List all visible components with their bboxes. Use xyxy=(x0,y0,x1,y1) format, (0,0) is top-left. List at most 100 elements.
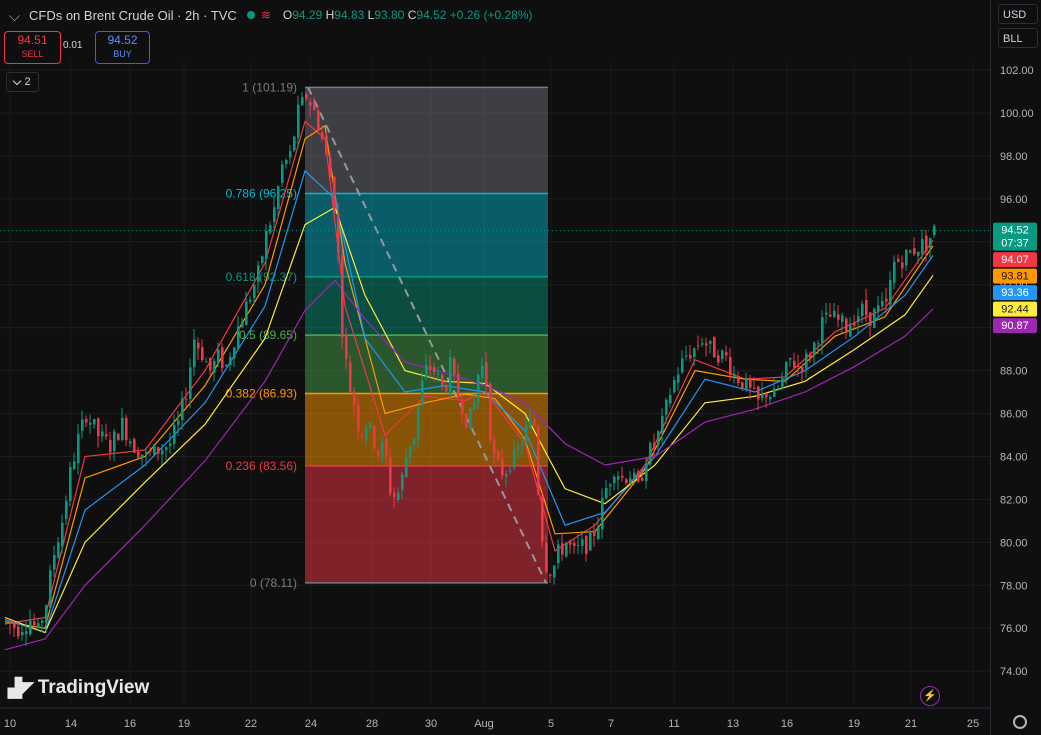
candle-body xyxy=(349,362,352,393)
fib-level-label: 0.5 (89.65) xyxy=(239,328,297,342)
candle-body xyxy=(837,314,840,320)
price-tag xyxy=(993,318,1037,334)
candle-body xyxy=(473,401,476,410)
candle-body xyxy=(357,404,360,432)
x-tick-label: 16 xyxy=(124,718,136,730)
candle-body xyxy=(337,214,340,253)
candle-body xyxy=(913,248,916,255)
candle-body xyxy=(529,418,532,428)
candle-body xyxy=(625,479,628,484)
candle-body xyxy=(397,492,400,501)
symbol-title[interactable]: CFDs on Brent Crude Oil · 2h · TVC xyxy=(29,7,237,23)
candle-body xyxy=(757,386,760,400)
sell-price: 94.51 xyxy=(17,33,48,47)
candle-body xyxy=(569,541,572,545)
candle-body xyxy=(457,373,460,399)
brand-name: TradingView xyxy=(37,677,150,698)
x-tick-label: 28 xyxy=(366,718,378,730)
y-tick-label: 76.00 xyxy=(1000,623,1028,635)
candle-body xyxy=(493,440,496,456)
candle-body xyxy=(629,478,632,484)
grid xyxy=(0,60,990,705)
currency-select[interactable]: USD xyxy=(998,4,1038,24)
candle-body xyxy=(109,440,112,453)
chevron-down-icon[interactable] xyxy=(8,9,21,21)
candle-body xyxy=(817,343,820,345)
candle-body xyxy=(409,446,412,459)
candle-body xyxy=(257,265,260,282)
candle-body xyxy=(453,358,456,375)
candle-body xyxy=(29,620,32,635)
price-axis-panel[interactable] xyxy=(990,0,1041,735)
candle-body xyxy=(481,365,484,379)
x-tick-label: 21 xyxy=(905,718,917,730)
tradingview-mark-icon: ▟◤ xyxy=(8,677,34,698)
buy-button[interactable]: 94.52 BUY xyxy=(95,31,150,64)
y-tick-label: 102.00 xyxy=(1000,65,1034,77)
candle-body xyxy=(225,364,228,366)
sell-label: SELL xyxy=(21,49,44,59)
candle-body xyxy=(829,314,832,317)
x-tick-label: 24 xyxy=(305,718,317,730)
y-tick-label: 86.00 xyxy=(1000,409,1028,421)
candle-body xyxy=(597,526,600,539)
indicators-toggle[interactable]: 2 xyxy=(6,72,39,92)
unit-select[interactable]: BLL xyxy=(998,28,1038,48)
candle-body xyxy=(389,456,392,494)
candle-body xyxy=(925,235,928,252)
buy-label: BUY xyxy=(113,49,132,59)
moving-average-line xyxy=(4,124,934,629)
gear-icon[interactable] xyxy=(1013,715,1027,729)
price-tag-label: 94.52 xyxy=(1001,225,1029,237)
tradingview-logo[interactable]: ▟◤ TradingView xyxy=(8,677,149,699)
candle-body xyxy=(69,467,72,502)
candle-body xyxy=(673,379,676,393)
candle-body xyxy=(833,310,836,318)
candle-body xyxy=(593,530,596,536)
candle-body xyxy=(441,374,444,386)
candle-body xyxy=(541,496,544,542)
candle-body xyxy=(533,418,536,426)
candle-body xyxy=(13,623,16,628)
candle-body xyxy=(333,176,336,214)
lightning-icon[interactable]: ⚡ xyxy=(920,686,940,706)
candle-body xyxy=(793,360,796,368)
candle-body xyxy=(561,543,564,555)
candle-body xyxy=(665,399,668,415)
candle-body xyxy=(769,397,772,400)
fib-level-label: 0.236 (83.56) xyxy=(226,459,297,473)
candle-body xyxy=(881,300,884,307)
candle-body xyxy=(193,339,196,368)
moving-average-line xyxy=(4,120,934,625)
x-tick-label: Aug xyxy=(474,718,494,730)
fib-trend-line xyxy=(307,86,547,584)
candle-body xyxy=(845,318,848,334)
candle-body xyxy=(477,374,480,404)
candle-body xyxy=(61,522,64,546)
candles xyxy=(0,91,990,646)
candle-body xyxy=(721,350,724,360)
candle-body xyxy=(861,303,864,316)
candle-body xyxy=(893,261,896,283)
candle-body xyxy=(785,362,788,378)
candle-body xyxy=(377,450,380,456)
sell-button[interactable]: 94.51 SELL xyxy=(4,31,61,64)
fib-level-label: 0.382 (86.93) xyxy=(226,387,297,401)
candle-body xyxy=(709,340,712,344)
candle-body xyxy=(781,378,784,389)
y-tick-label: 88.00 xyxy=(1000,366,1028,378)
candle-body xyxy=(677,374,680,383)
candle-body xyxy=(633,472,636,481)
price-tag xyxy=(993,268,1037,284)
candle-body xyxy=(189,367,192,400)
candle-body xyxy=(609,484,612,487)
candle-body xyxy=(737,376,740,383)
candle-body xyxy=(417,405,420,439)
candle-body xyxy=(5,620,8,622)
candle-body xyxy=(613,476,616,484)
candle-body xyxy=(205,361,208,363)
candle-body xyxy=(101,431,104,437)
countdown-label: 07:37 xyxy=(1001,238,1029,250)
candle-body xyxy=(325,138,328,155)
